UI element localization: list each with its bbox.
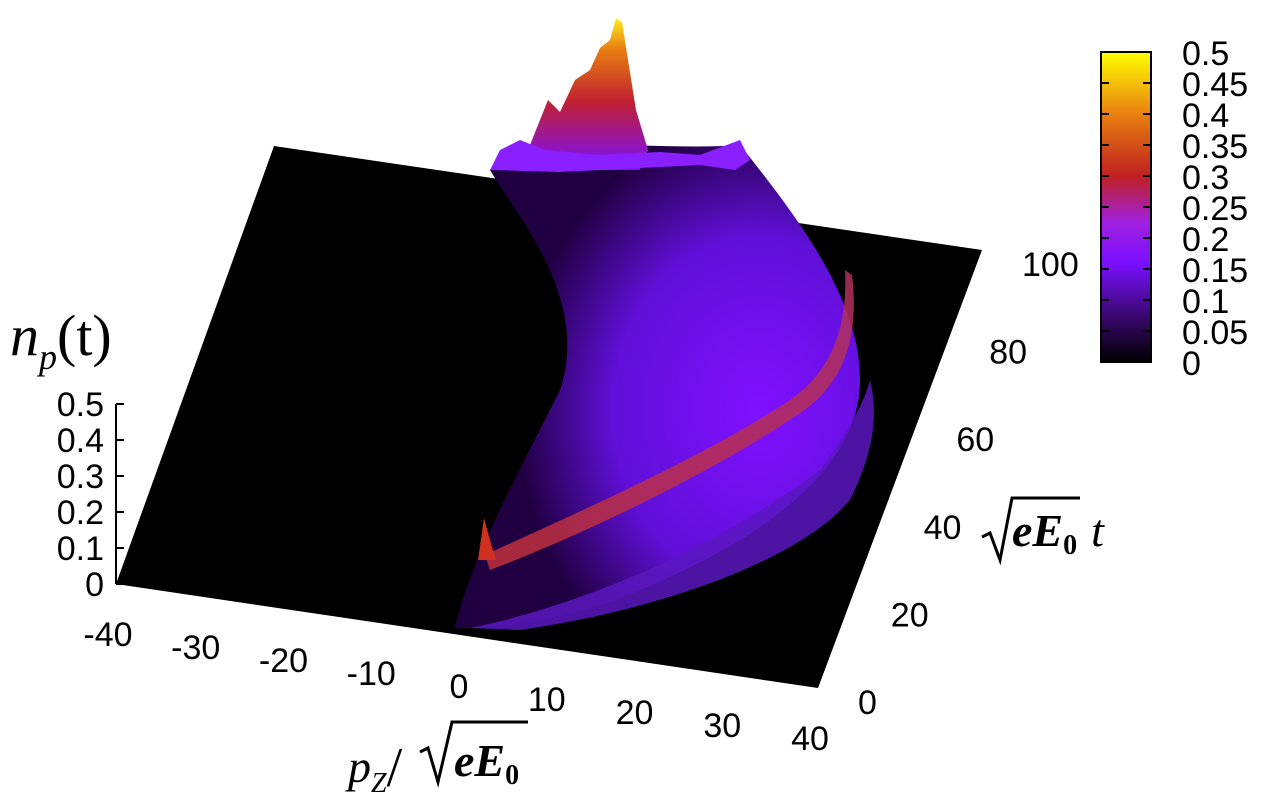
y-tick-label: 80 bbox=[989, 334, 1027, 372]
y-tick-label: 20 bbox=[891, 596, 929, 634]
surface-crest bbox=[490, 140, 750, 172]
colorbar-tick-label: 0.5 bbox=[1182, 35, 1229, 73]
x-tick-label: -30 bbox=[171, 629, 220, 667]
colorbar-tick-label: 0.05 bbox=[1182, 314, 1248, 352]
colorbar-tick-label: 0.2 bbox=[1182, 221, 1229, 259]
colorbar-tick-label: 0.4 bbox=[1182, 97, 1229, 135]
start-spike bbox=[478, 518, 496, 560]
colorbar-tick-label: 0 bbox=[1182, 345, 1201, 383]
z-axis-label: np(t) bbox=[10, 303, 112, 377]
x-tick-label: 30 bbox=[703, 707, 741, 745]
y-tick-group: 0 20 40 60 80 100 bbox=[858, 246, 1079, 722]
x-label-radicand: eE0 bbox=[454, 735, 519, 791]
y-tick-label: 0 bbox=[858, 684, 877, 722]
x-tick-label: 10 bbox=[528, 681, 566, 719]
y-tick-label: 40 bbox=[924, 509, 962, 547]
x-tick-label: 0 bbox=[450, 668, 469, 706]
x-label-sqrt-sign bbox=[419, 720, 528, 788]
z-tick-label: 0.3 bbox=[57, 458, 104, 496]
colorbar-tick-label: 0.15 bbox=[1182, 252, 1248, 290]
surface-skirt bbox=[470, 380, 874, 630]
z-tick-label: 0 bbox=[85, 566, 104, 604]
colorbar-tick-group: 00.050.10.150.20.250.30.350.40.450.5 bbox=[1101, 35, 1248, 383]
y-tick-label: 100 bbox=[1022, 246, 1079, 284]
surface-ridge bbox=[485, 270, 854, 570]
x-tick-label: 40 bbox=[791, 720, 829, 758]
colorbar-tick-label: 0.35 bbox=[1182, 128, 1248, 166]
colorbar-tick-label: 0.1 bbox=[1182, 283, 1229, 321]
x-tick-label: -10 bbox=[347, 655, 396, 693]
surface-peak bbox=[520, 18, 648, 170]
x-tick-label: 20 bbox=[616, 694, 654, 732]
x-tick-label: -20 bbox=[259, 642, 308, 680]
z-tick-label: 0.4 bbox=[57, 422, 104, 460]
z-tick-label: 0.1 bbox=[57, 530, 104, 568]
surface-sheet bbox=[455, 145, 860, 629]
x-tick-label: -40 bbox=[83, 616, 132, 654]
colorbar-tick-label: 0.45 bbox=[1182, 66, 1248, 104]
y-tick-label: 60 bbox=[956, 421, 994, 459]
y-axis-label: eE0 t bbox=[1012, 505, 1105, 561]
y-label-sqrt-sign bbox=[981, 496, 1080, 566]
x-tick-group: -40 -30 -20 -10 0 10 20 30 40 bbox=[83, 616, 828, 758]
colorbar-tick-label: 0.3 bbox=[1182, 159, 1229, 197]
colorbar-tick-label: 0.25 bbox=[1182, 190, 1248, 228]
z-tick-label: 0.2 bbox=[57, 494, 104, 532]
colorbar bbox=[1100, 51, 1152, 363]
z-tick-label: 0.5 bbox=[57, 386, 104, 424]
z-tick-group: 00.10.20.30.40.5 bbox=[57, 386, 124, 604]
x-axis-label: pZ/ bbox=[345, 737, 403, 799]
